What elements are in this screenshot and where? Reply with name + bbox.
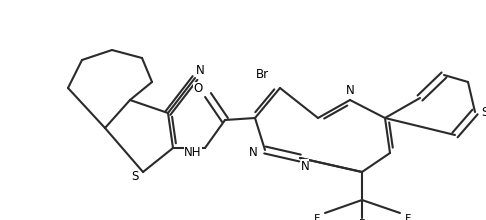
Text: F: F bbox=[314, 214, 320, 220]
Text: S: S bbox=[131, 170, 139, 183]
Text: S: S bbox=[481, 106, 486, 119]
Text: Br: Br bbox=[256, 68, 269, 81]
Text: F: F bbox=[405, 214, 411, 220]
Text: NH: NH bbox=[184, 145, 202, 158]
Text: N: N bbox=[346, 84, 354, 97]
Text: N: N bbox=[249, 145, 258, 158]
Text: N: N bbox=[301, 160, 310, 172]
Text: O: O bbox=[193, 82, 203, 95]
Text: N: N bbox=[196, 64, 205, 77]
Text: F: F bbox=[359, 219, 365, 220]
